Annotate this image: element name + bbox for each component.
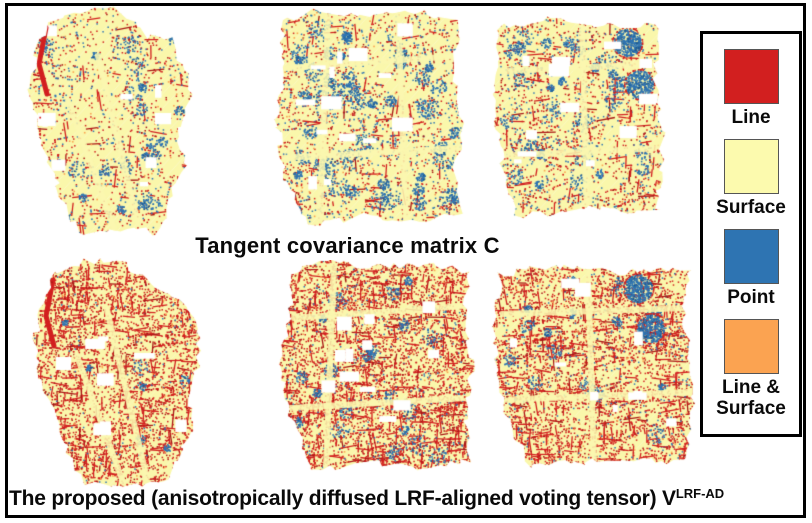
legend-item-line: Line bbox=[704, 48, 798, 128]
caption-proposed-superscript: LRF-AD bbox=[675, 486, 725, 501]
legend-swatch-line bbox=[723, 48, 779, 104]
pointcloud-panel-scene-1-proposed bbox=[25, 258, 210, 488]
pointcloud-panel-scene-3-proposed bbox=[488, 262, 704, 474]
legend-swatch-surface bbox=[723, 138, 779, 194]
legend-item-line-surface: Line & Surface bbox=[704, 318, 798, 420]
legend-swatch-line-surface bbox=[723, 318, 779, 374]
pointcloud-panel-scene-3-tangent bbox=[487, 16, 673, 222]
figure-border bbox=[5, 3, 806, 518]
legend-label-point: Point bbox=[727, 286, 775, 308]
caption-tangent-covariance: Tangent covariance matrix C bbox=[195, 233, 500, 258]
legend-label-surface: Surface bbox=[716, 196, 786, 218]
legend-swatch-point bbox=[723, 228, 779, 284]
pointcloud-panel-scene-1-tangent bbox=[18, 6, 198, 238]
legend-box: Line Surface Point Line & Surface bbox=[700, 31, 802, 437]
legend-item-point: Point bbox=[704, 228, 798, 308]
caption-proposed-method: The proposed (anisotropically diffused L… bbox=[9, 486, 729, 511]
legend-label-line-surface: Line & Surface bbox=[716, 376, 786, 419]
legend-item-surface: Surface bbox=[704, 138, 798, 218]
legend-label-line: Line bbox=[731, 106, 771, 128]
pointcloud-panel-scene-2-tangent bbox=[268, 8, 473, 232]
pointcloud-panel-scene-2-proposed bbox=[276, 260, 478, 474]
caption-proposed-text: The proposed (anisotropically diffused L… bbox=[9, 487, 676, 510]
